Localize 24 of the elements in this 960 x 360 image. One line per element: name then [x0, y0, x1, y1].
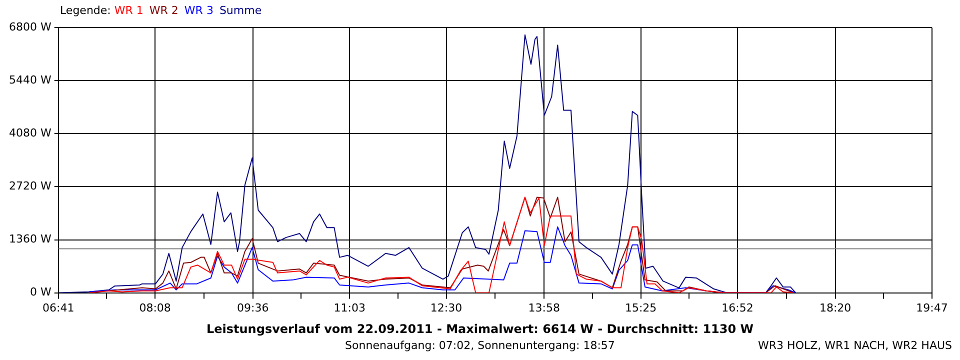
x-tick-label: 13:58 [528, 301, 560, 314]
x-tick-label: 19:47 [916, 301, 948, 314]
legend-title: Legende: [60, 4, 112, 17]
text: WR 2 [149, 4, 178, 17]
text: WR3 HOLZ, WR1 NACH, WR2 HAUS [758, 339, 952, 352]
y-tick-label: 1360 W [8, 232, 52, 246]
text: WR 1 [114, 4, 144, 17]
x-tick-label: 15:25 [624, 301, 657, 314]
y-tick-label: 5440 W [8, 74, 52, 86]
text: Leistungsverlauf vom 22.09.2011 - Maximalwert: 6614 W - Durchschnitt: 1130 W [205, 322, 755, 336]
y-tick-label: 4080 W [8, 126, 52, 140]
x-tick-label: 09:36 [237, 301, 269, 314]
x-tick-label: 18:20 [819, 301, 852, 314]
y-tick-label: 6800 W [8, 20, 52, 34]
x-tick-label: 12:30 [430, 301, 462, 314]
text: Sonnenaufgang: 07:02, Sonnenuntergang: 18:57 [345, 339, 615, 352]
text: Summe [219, 4, 262, 17]
x-tick-label: 11:03 [334, 301, 366, 314]
x-tick-label: 06:41 [42, 301, 74, 314]
x-tick-label: 08:08 [139, 301, 171, 314]
x-tick-label: 16:52 [722, 301, 754, 314]
y-tick-label: 0 W [30, 286, 52, 299]
text: WR 3 [184, 4, 214, 17]
y-tick-label: 2720 W [8, 180, 52, 193]
